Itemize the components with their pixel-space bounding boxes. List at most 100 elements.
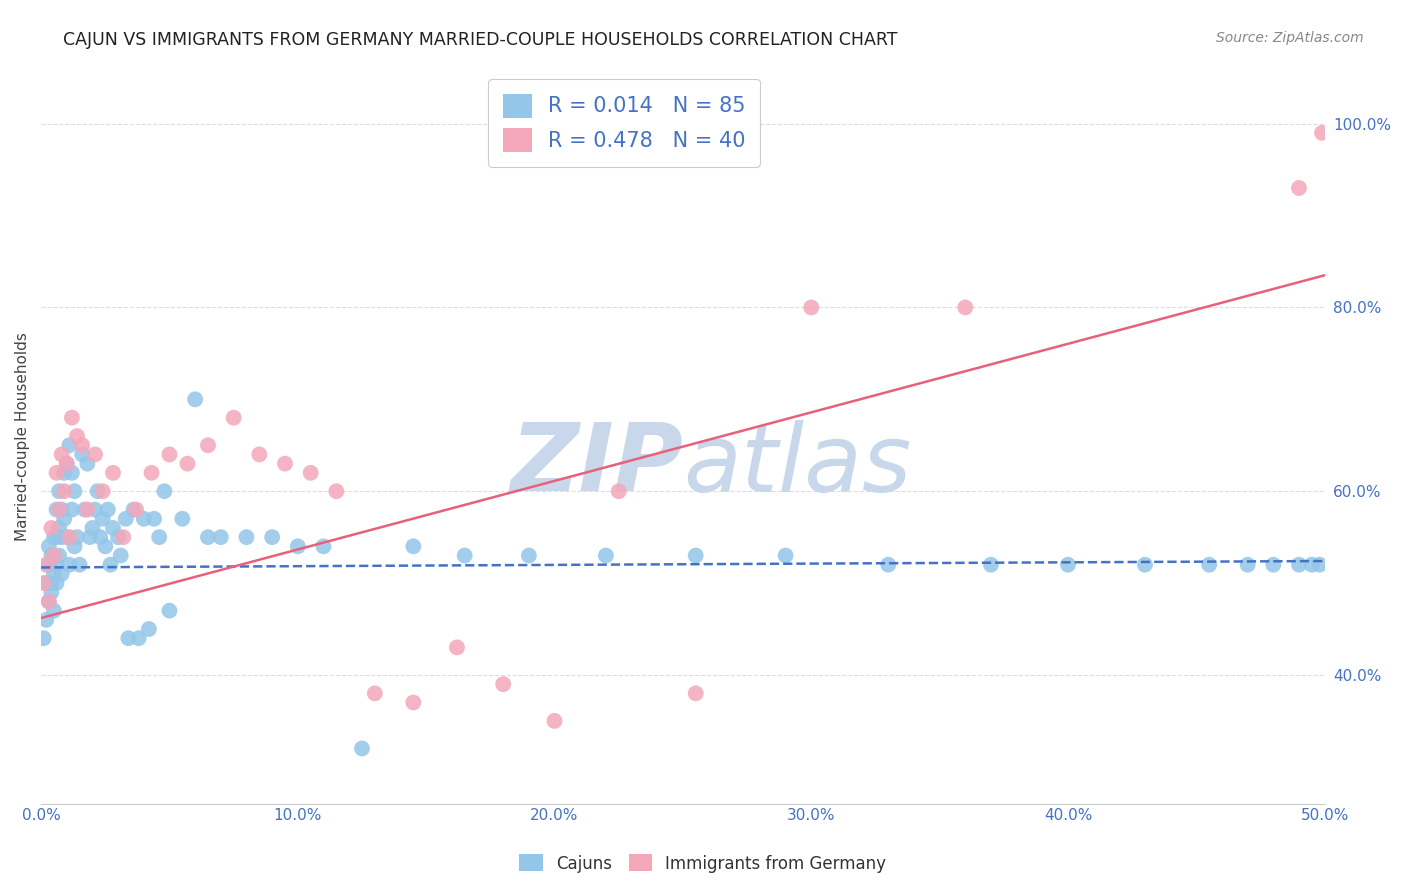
Point [595,549,617,563]
Point [79,530,101,544]
Text: Source: ZipAtlas.com: Source: ZipAtlas.com [1216,31,1364,45]
Point [247,447,270,461]
Point [607,484,630,499]
Point [51,566,73,581]
Point [1310,126,1333,140]
Point [70,447,93,461]
Point [325,484,347,499]
Point [41,585,63,599]
Point [42,604,65,618]
Point [89,530,111,544]
Point [114,512,136,526]
Point [35,558,58,572]
Point [262,530,284,544]
Point [45,466,67,480]
Point [143,512,166,526]
Point [1057,558,1080,572]
Point [122,502,145,516]
Point [980,558,1002,572]
Point [63,539,86,553]
Point [517,549,540,563]
Point [299,466,322,480]
Point [159,604,181,618]
Point [159,447,181,461]
Point [197,438,219,452]
Point [172,512,194,526]
Point [45,576,67,591]
Point [543,714,565,728]
Point [73,502,96,516]
Point [76,457,98,471]
Point [138,622,160,636]
Point [35,576,58,591]
Point [97,502,120,516]
Text: CAJUN VS IMMIGRANTS FROM GERMANY MARRIED-COUPLE HOUSEHOLDS CORRELATION CHART: CAJUN VS IMMIGRANTS FROM GERMANY MARRIED… [63,31,898,49]
Point [877,558,900,572]
Point [1263,558,1285,572]
Point [86,484,108,499]
Point [1309,558,1331,572]
Point [1288,558,1310,572]
Point [58,530,80,544]
Point [38,558,60,572]
Point [312,539,335,553]
Point [800,301,823,315]
Point [35,613,58,627]
Point [45,502,67,516]
Point [100,558,122,572]
Point [38,539,60,553]
Point [775,549,797,563]
Point [492,677,515,691]
Point [84,502,107,516]
Point [955,301,977,315]
Point [94,539,117,553]
Point [1288,181,1310,195]
Point [402,539,425,553]
Y-axis label: Married-couple Households: Married-couple Households [15,332,30,541]
Point [63,484,86,499]
Point [685,549,707,563]
Point [274,457,297,471]
Point [101,521,124,535]
Point [132,512,155,526]
Point [235,530,257,544]
Point [82,521,104,535]
Point [51,447,73,461]
Point [48,521,70,535]
Point [197,530,219,544]
Point [38,594,60,608]
Point [45,558,67,572]
Point [125,502,148,516]
Point [60,466,83,480]
Point [41,521,63,535]
Point [38,594,60,608]
Point [48,502,70,516]
Point [55,457,77,471]
Point [48,549,70,563]
Point [350,741,373,756]
Point [1133,558,1156,572]
Point [53,466,76,480]
Point [209,530,232,544]
Point [107,530,129,544]
Point [58,438,80,452]
Legend: Cajuns, Immigrants from Germany: Cajuns, Immigrants from Germany [513,847,893,880]
Point [1198,558,1220,572]
Point [51,502,73,516]
Point [287,539,309,553]
Point [454,549,477,563]
Point [42,549,65,563]
Point [58,558,80,572]
Point [141,466,163,480]
Point [84,447,107,461]
Point [91,484,114,499]
Point [364,686,387,700]
Point [446,640,468,655]
Point [112,530,135,544]
Point [76,502,98,516]
Point [53,512,76,526]
Point [402,696,425,710]
Point [66,530,89,544]
Point [32,576,55,591]
Point [51,530,73,544]
